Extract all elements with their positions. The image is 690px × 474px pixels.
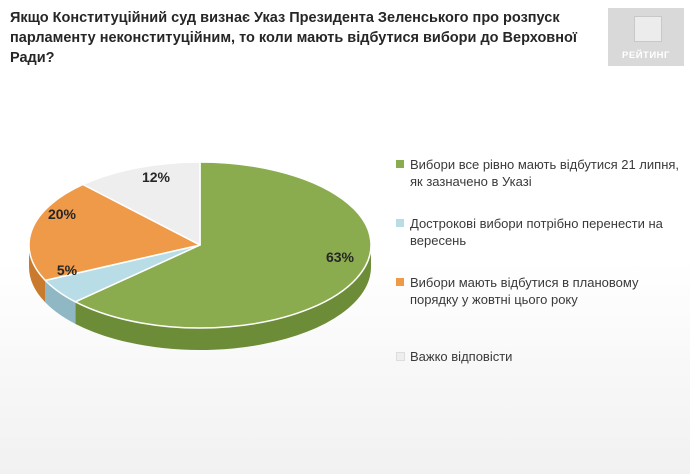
legend-swatch — [396, 278, 404, 286]
logo: РЕЙТИНГ — [608, 8, 684, 66]
pie-slice-side-3 — [28, 245, 46, 303]
legend-label: Дострокові вибори потрібно перенести на … — [410, 216, 663, 248]
legend-swatch — [396, 160, 404, 168]
pie-slice-4 — [82, 161, 201, 246]
legend-item-1: Вибори все рівно мають відбутися 21 липн… — [396, 156, 686, 190]
data-label-4: 12% — [142, 169, 171, 185]
legend-item-3: Вибори мають відбутися в плановому поряд… — [396, 274, 686, 308]
pie-slice-side-2 — [45, 280, 76, 324]
legend-label: Вибори все рівно мають відбутися 21 липн… — [410, 157, 680, 189]
pie-slice-3 — [28, 183, 201, 282]
chart-title: Якщо Конституційний суд визнає Указ През… — [10, 10, 577, 66]
legend-swatch — [396, 219, 404, 227]
legend-item-4: Важко відповісти — [396, 348, 686, 365]
legend-item-2: Дострокові вибори потрібно перенести на … — [396, 215, 686, 249]
logo-mark-icon — [634, 16, 662, 42]
pie-slice-1 — [74, 161, 372, 329]
logo-text: РЕЙТИНГ — [622, 50, 670, 61]
data-label-1: 63% — [326, 249, 355, 265]
legend-swatch — [396, 352, 405, 361]
chart-legend: Вибори все рівно мають відбутися 21 липн… — [396, 156, 686, 390]
data-label-2: 5% — [57, 262, 78, 278]
data-label-3: 20% — [48, 206, 77, 222]
legend-label: Важко відповісти — [410, 349, 513, 364]
pie-slice-side-1 — [75, 245, 371, 350]
legend-label: Вибори мають відбутися в плановому поряд… — [410, 275, 639, 307]
